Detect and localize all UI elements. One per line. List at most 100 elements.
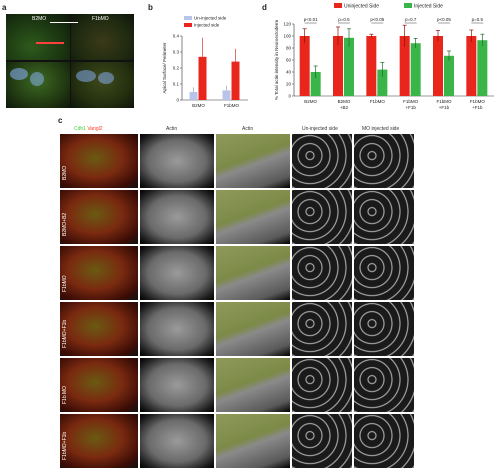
panel-c-row-label: F1bMO+F1b [62, 431, 68, 460]
panel-c-tile-overlay [216, 246, 290, 300]
d-category-label: +F1b [405, 105, 416, 110]
panel-c-tile-overlay [216, 414, 290, 468]
b-ytick-label: 0.4 [173, 34, 180, 39]
b-legend-label: Injected side [194, 23, 220, 28]
d-category-label: +F1b [439, 105, 450, 110]
col-header-stain: Cdh1 Vangl2 [74, 126, 103, 132]
d-pvalue: p=0.7 [405, 17, 417, 22]
b-category-label: B2MO [192, 103, 205, 108]
panel-label-a: a [2, 3, 7, 12]
d-legend-swatch [334, 3, 342, 8]
b-legend-swatch [184, 16, 192, 20]
panel-c-tile-cells2 [354, 246, 414, 300]
b-bar-0 [189, 92, 198, 100]
panel-c-tile-merge [60, 246, 138, 300]
panel-c-tile-cells2 [354, 190, 414, 244]
panel-c-row-label: F1bMO [62, 275, 68, 292]
panel-c-tile-cells2 [354, 358, 414, 412]
b-ytick-label: 0.1 [173, 82, 180, 87]
b-legend-label: Un-injected side [194, 16, 227, 21]
d-bar-1 [444, 55, 454, 96]
panel-c-tile-cells [292, 190, 352, 244]
panel-label-c: c [58, 116, 63, 125]
panel-c-tile-merge [60, 302, 138, 356]
panel-c-row-label: B2MO+B2 [62, 212, 68, 236]
col-header-actin-2: Actin [242, 126, 254, 132]
b-bar-1 [198, 56, 207, 100]
panel-c-tile-cells [292, 134, 352, 188]
panel-a-image: B2MO F1bMO [6, 14, 134, 108]
stain-red-label: Vangl2 [87, 126, 103, 132]
col-header-actin-1: Actin [166, 126, 178, 132]
panel-c-tile-cells2 [354, 134, 414, 188]
d-legend-label: Injected Side [414, 4, 443, 10]
b-bar-0 [222, 90, 231, 100]
panel-c-tile-actin [140, 414, 214, 468]
panel-c-row-label: F1b MO [62, 385, 68, 404]
panel-c-tile-cells [292, 302, 352, 356]
panel-c-tile-actin [140, 358, 214, 412]
panel-c-tile-overlay [216, 190, 290, 244]
d-ytick-label: 0 [288, 94, 291, 99]
d-ytick-label: 100 [283, 34, 291, 39]
d-category-label: F1bMO [436, 99, 452, 104]
panel-c-tile-actin [140, 134, 214, 188]
d-bar-0 [366, 36, 377, 96]
d-pvalue: p<0.01 [304, 17, 318, 22]
panel-c-row-label: B2MO [62, 165, 68, 180]
panel-c-tile-merge [60, 358, 138, 412]
panel-a-label-right: F1bMO [92, 16, 109, 22]
d-pvalue: p=0.5 [472, 17, 484, 22]
d-bar-1 [477, 40, 488, 96]
stain-green-label: Cdh1 [74, 126, 86, 132]
panel-c-tile-cells [292, 246, 352, 300]
b-ylabel: Apical Surface/ Perimeter [162, 42, 167, 94]
d-category-label: F1bMO [470, 99, 486, 104]
panel-c-tile-actin [140, 246, 214, 300]
panel-c-tile-cells [292, 358, 352, 412]
b-legend-swatch [184, 23, 192, 27]
d-category-label: F1bMO [403, 99, 419, 104]
d-bar-1 [377, 69, 388, 96]
panel-c-tile-merge [60, 414, 138, 468]
d-ytick-label: 60 [286, 58, 292, 63]
b-bar-1 [231, 61, 240, 100]
d-ytick-label: 80 [286, 46, 292, 51]
d-bar-1 [410, 43, 421, 96]
d-pvalue: p<0.05 [370, 17, 384, 22]
panel-c-tile-overlay [216, 134, 290, 188]
b-category-label: F1bMO [224, 103, 240, 108]
d-ylabel: % Total actin intensity in Neuroectoderm [274, 20, 279, 100]
panel-b-chart: 0 0.1 0.2 0.3 0.4 Apical Surface/ Perimeter B2… [162, 16, 248, 108]
panel-c-tile-actin [140, 302, 214, 356]
b-ytick-label: 0.3 [173, 50, 180, 55]
panel-label-d: d [262, 3, 267, 12]
d-category-label: F1bMO [370, 99, 386, 104]
panel-c-tile-cells2 [354, 302, 414, 356]
col-header-uninjected: Un-injected side [302, 126, 338, 132]
panel-c-tile-cells2 [354, 414, 414, 468]
d-category-label: B2MO [304, 99, 317, 104]
panel-d-chart: 0 20 40 60 80 100 120 % Total actin intensity i… [274, 3, 494, 110]
panel-label-b: b [148, 3, 153, 12]
d-bar-0 [333, 36, 343, 96]
d-bar-0 [299, 36, 310, 96]
panel-c-tile-actin [140, 190, 214, 244]
panel-c: Cdh1 Vangl2 Actin Actin Un-injected side… [60, 126, 498, 472]
d-legend-swatch [404, 3, 412, 8]
d-ytick-label: 120 [283, 22, 291, 27]
d-legend-label: Uninjected Side [344, 4, 379, 10]
d-category-label: B2MO [338, 99, 351, 104]
panel-c-tile-merge [60, 190, 138, 244]
panel-a-label-left: B2MO [32, 16, 47, 22]
panel-c-tile-cells [292, 414, 352, 468]
col-header-mo-injected: MO injected side [362, 126, 400, 132]
d-ytick-label: 20 [286, 82, 292, 87]
d-pvalue: p=0.5 [338, 17, 350, 22]
d-category-label: +F1b [472, 105, 483, 110]
d-pvalue: p<0.05 [437, 17, 451, 22]
d-bar-1 [344, 37, 354, 96]
panel-c-tile-merge [60, 134, 138, 188]
d-category-label: +B2 [340, 105, 349, 110]
d-bar-0 [466, 36, 477, 96]
